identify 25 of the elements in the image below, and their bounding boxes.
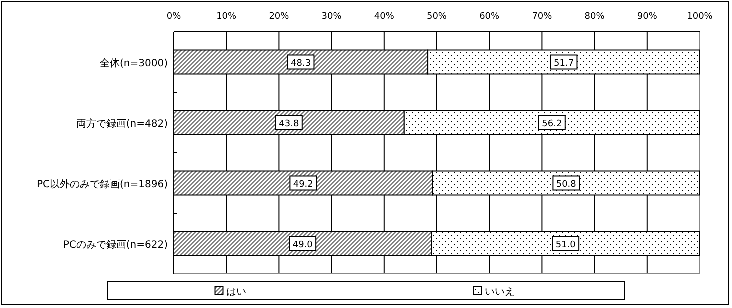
y-tick-label: PCのみで録画(n=622) <box>63 240 168 251</box>
data-label: 51.0 <box>556 240 576 250</box>
data-label: 51.7 <box>554 58 574 69</box>
x-tick-label: 20% <box>269 12 290 22</box>
data-label: 49.2 <box>293 180 314 190</box>
x-tick-label: 90% <box>637 12 658 22</box>
data-label: 56.2 <box>542 119 562 130</box>
x-tick-label: 70% <box>532 12 553 22</box>
x-tick-label: 10% <box>216 12 238 22</box>
data-label: 50.8 <box>556 180 577 190</box>
y-tick-label: 全体(n=3000) <box>100 57 168 70</box>
x-tick-label: 0% <box>166 12 182 22</box>
x-tick-label: 80% <box>584 12 606 22</box>
x-tick-label: 100% <box>687 12 714 22</box>
x-tick-label: 60% <box>480 12 500 22</box>
data-label: 49.0 <box>292 240 314 250</box>
data-label: 48.3 <box>291 58 312 69</box>
x-tick-label: 30% <box>322 12 342 22</box>
legend-label: いいえ <box>484 287 515 298</box>
x-tick-label: 40% <box>374 12 395 22</box>
y-tick-label: 両方で録画(n=482) <box>76 118 168 130</box>
y-tick-label: PC以外のみで録画(n=1896) <box>37 178 168 190</box>
legend-label: はい <box>226 287 246 298</box>
data-label: 43.8 <box>279 119 300 130</box>
x-tick-label: 50% <box>426 12 448 22</box>
